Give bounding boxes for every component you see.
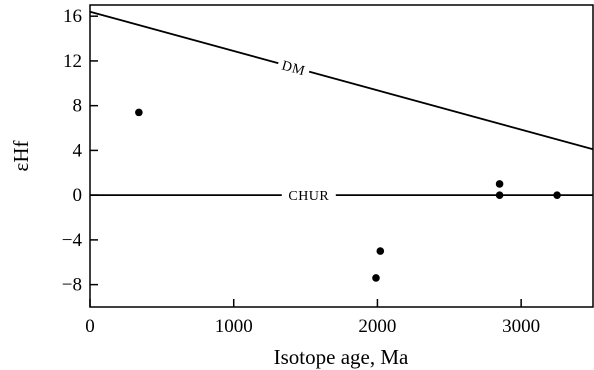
dm-label: DM bbox=[280, 59, 307, 80]
y-tick-label: 8 bbox=[73, 96, 83, 117]
axis-ticks bbox=[89, 15, 522, 307]
x-axis-label: Isotope age, Ma bbox=[274, 345, 409, 369]
dm-line bbox=[89, 10, 594, 151]
data-point bbox=[495, 180, 504, 188]
reference-lines: DM CHUR bbox=[89, 10, 594, 204]
data-point bbox=[135, 108, 143, 117]
x-tick-label: 1000 bbox=[215, 316, 253, 337]
data-point bbox=[553, 191, 561, 199]
data-points bbox=[135, 108, 561, 282]
y-tick-label: 4 bbox=[73, 140, 83, 161]
dm-label-bg bbox=[276, 56, 311, 79]
data-point bbox=[495, 191, 504, 199]
y-tick-label: −8 bbox=[62, 275, 82, 296]
y-axis-label: εHf bbox=[9, 141, 33, 172]
plot-frame bbox=[89, 4, 594, 308]
x-tick-label: 2000 bbox=[358, 316, 396, 337]
y-tick-label: 12 bbox=[63, 51, 82, 72]
data-point bbox=[376, 247, 385, 255]
dm-label-group: DM bbox=[276, 56, 311, 80]
y-tick-label: 0 bbox=[73, 185, 83, 206]
data-point bbox=[372, 274, 380, 282]
y-tick-label: 16 bbox=[63, 6, 82, 27]
chur-label: CHUR bbox=[288, 189, 329, 204]
x-tick-label: 0 bbox=[85, 316, 95, 337]
x-tick-label: 3000 bbox=[502, 316, 540, 337]
chur-label-bg bbox=[281, 188, 336, 203]
tick-labels: 0 1000 2000 3000 −8 −4 0 4 8 12 16 bbox=[62, 6, 540, 337]
y-tick-label: −4 bbox=[62, 230, 83, 251]
chur-label-group: CHUR bbox=[281, 188, 336, 204]
